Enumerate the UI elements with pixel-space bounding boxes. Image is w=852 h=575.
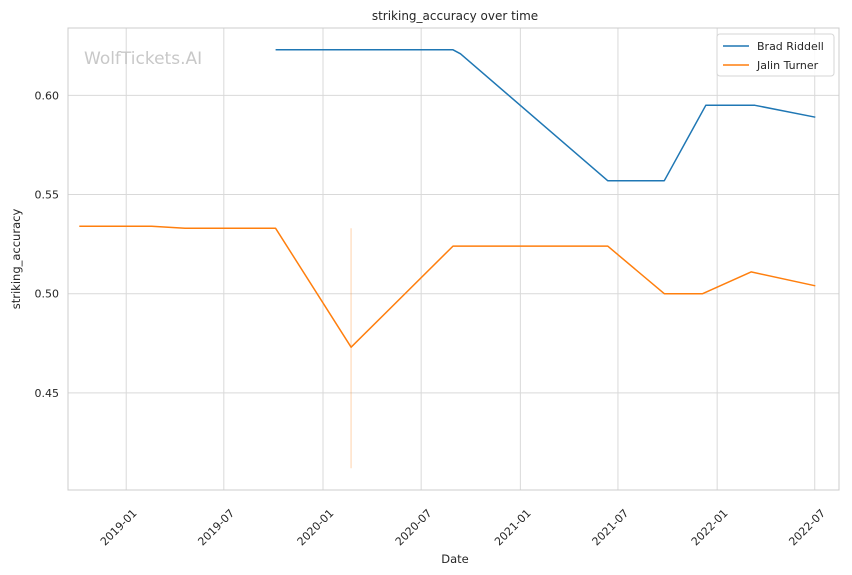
x-tick-label: 2020-07: [393, 507, 435, 549]
x-tick-label: 2020-01: [295, 507, 337, 549]
x-tick-label: 2021-07: [590, 507, 632, 549]
plot-frame: [67, 27, 840, 491]
legend-label: Jalin Turner: [756, 59, 819, 72]
x-tick-label: 2019-07: [195, 507, 237, 549]
y-tick-label: 0.45: [35, 387, 60, 400]
x-tick-labels: 2019-01 2019-07 2020-01 2020-07 2021-01 2021-…: [98, 507, 828, 549]
series-line-0: [275, 49, 816, 182]
series-line-1: [79, 225, 816, 348]
chart-title: striking_accuracy over time: [372, 9, 538, 23]
watermark: WolfTickets.AI: [84, 49, 202, 69]
x-tick-label: 2021-01: [492, 507, 534, 549]
x-axis-label: Date: [441, 552, 469, 566]
y-tick-label: 0.60: [35, 89, 60, 102]
y-axis-label: striking_accuracy: [9, 209, 23, 310]
legend-label: Brad Riddell: [757, 40, 824, 53]
legend: Brad Riddell Jalin Turner: [716, 33, 835, 77]
series-lines: [79, 49, 816, 348]
x-tick-label: 2022-07: [786, 507, 828, 549]
grid-lines: [68, 28, 839, 490]
x-tick-label: 2022-01: [689, 507, 731, 549]
x-tick-label: 2019-01: [98, 507, 140, 549]
y-tick-labels: 0.45 0.50 0.55 0.60: [35, 89, 60, 399]
y-tick-label: 0.55: [35, 189, 60, 202]
y-tick-label: 0.50: [35, 288, 60, 301]
